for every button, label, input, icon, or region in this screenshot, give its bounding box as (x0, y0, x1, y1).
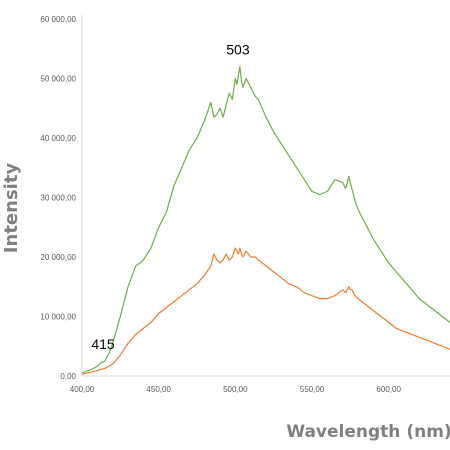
x-axis-title: Wavelength (nm) (286, 422, 450, 442)
x-tick-label: 500,00 (223, 385, 248, 394)
series-layer (81, 66, 450, 375)
peak-annotation: 503 (226, 42, 250, 58)
x-tick-label: 550,00 (300, 385, 325, 394)
y-tick-label: 30 000,00 (40, 194, 76, 203)
series-line (81, 247, 450, 375)
y-axis-title: Intensity (1, 163, 22, 254)
x-tick-label: 600,00 (376, 385, 401, 394)
series-line (81, 66, 450, 374)
y-tick-label: 10 000,00 (40, 313, 76, 322)
y-tick-labels: 0,00 10 000,00 20 000,00 30 000,00 40 000,00… (40, 15, 76, 381)
y-tick-label: 50 000,00 (40, 75, 76, 84)
x-tick-labels: 400,00 450,00 500,00 550,00 600,00 (70, 385, 402, 394)
y-tick-label: 40 000,00 (40, 134, 76, 143)
y-tick-label: 20 000,00 (40, 253, 76, 262)
x-tick-label: 450,00 (146, 385, 171, 394)
x-tick-label: 400,00 (70, 385, 95, 394)
y-tick-label: 0,00 (60, 372, 76, 381)
peak-annotation: 415 (91, 336, 115, 352)
annotations: 415 503 (91, 42, 250, 353)
y-tick-label: 60 000,00 (40, 15, 76, 24)
